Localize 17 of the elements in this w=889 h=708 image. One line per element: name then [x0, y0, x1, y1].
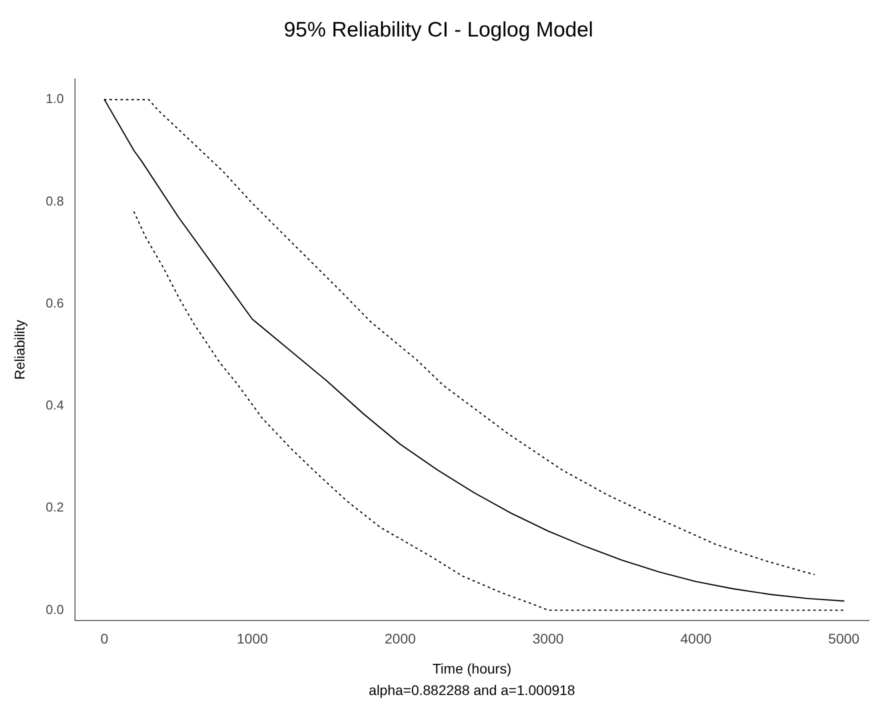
y-tick-label: 0.0 — [46, 602, 64, 617]
y-tick-label: 0.4 — [46, 398, 64, 413]
line-series — [133, 211, 844, 611]
x-axis-title: Time (hours) — [432, 660, 512, 676]
chart-title: 95% Reliability CI - Loglog Model — [284, 18, 594, 42]
x-tick-label: 1000 — [236, 630, 268, 647]
x-tick-label: 4000 — [680, 630, 712, 647]
y-axis-title: Reliability — [11, 320, 28, 380]
x-tick-label: 5000 — [828, 630, 860, 647]
x-tick-label: 0 — [100, 630, 109, 647]
y-tick-label: 0.6 — [46, 295, 64, 310]
text: alpha=0.882288 and a=1.000918 — [368, 682, 576, 698]
x-tick-label: 3000 — [532, 630, 564, 647]
x-tick-label: 2000 — [384, 630, 416, 647]
y-tick-label: 1.0 — [46, 91, 64, 106]
y-tick-label: 0.8 — [46, 193, 64, 208]
y-tick-label: 0.2 — [46, 500, 64, 515]
